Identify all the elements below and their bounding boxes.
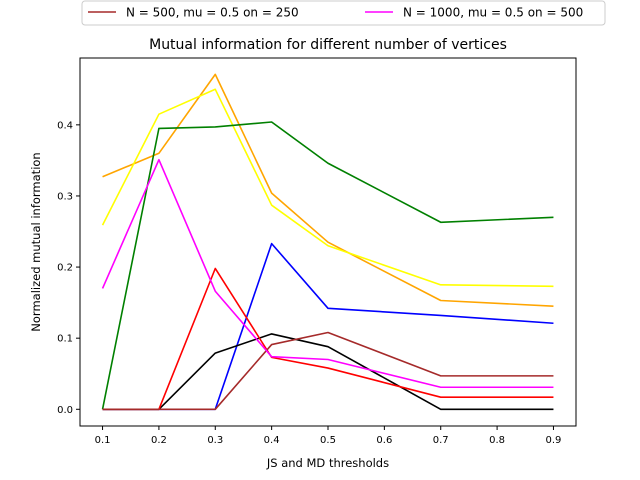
x-tick-label: 0.7 xyxy=(433,435,449,446)
series-line-2 xyxy=(101,88,554,288)
series-line-3 xyxy=(101,121,554,410)
series-line-1 xyxy=(102,73,554,307)
x-tick-label: 0.5 xyxy=(320,435,336,446)
legend-frame xyxy=(81,0,606,26)
x-axis: 0.1 0.2 0.3 0.4 0.5 0.6 0.7 0.8 0.9 xyxy=(95,426,562,446)
series-line-8 xyxy=(101,158,554,389)
y-tick-label: 0.2 xyxy=(57,263,73,274)
x-tick-label: 0.6 xyxy=(376,435,392,446)
series-line-7 xyxy=(102,331,554,411)
x-tick-label: 0.2 xyxy=(151,435,167,446)
y-tick-label: 0.1 xyxy=(57,334,73,345)
y-axis: 0.0 0.1 0.2 0.3 0.4 xyxy=(57,120,80,416)
x-tick-label: 0.9 xyxy=(546,435,562,446)
y-tick-label: 0.3 xyxy=(57,191,73,202)
legend-label: N = 500, mu = 0.5 on = 250 xyxy=(126,6,299,20)
x-tick-label: 0.3 xyxy=(207,435,223,446)
x-tick-label: 0.1 xyxy=(95,435,111,446)
y-tick-label: 0.0 xyxy=(57,405,73,416)
x-tick-label: 0.8 xyxy=(489,435,505,446)
x-tick-label: 0.4 xyxy=(264,435,280,446)
legend: N = 500, mu = 0.5 on = 250 N = 1000, mu =… xyxy=(81,0,606,26)
x-axis-label: JS and MD thresholds xyxy=(266,456,389,470)
y-axis-label: Normalized mutual information xyxy=(29,152,43,331)
y-tick-label: 0.4 xyxy=(57,120,73,131)
legend-label: N = 1000, mu = 0.5 on = 500 xyxy=(403,6,583,20)
chart-title: Mutual information for different number … xyxy=(149,37,507,53)
series-layer xyxy=(101,73,554,411)
